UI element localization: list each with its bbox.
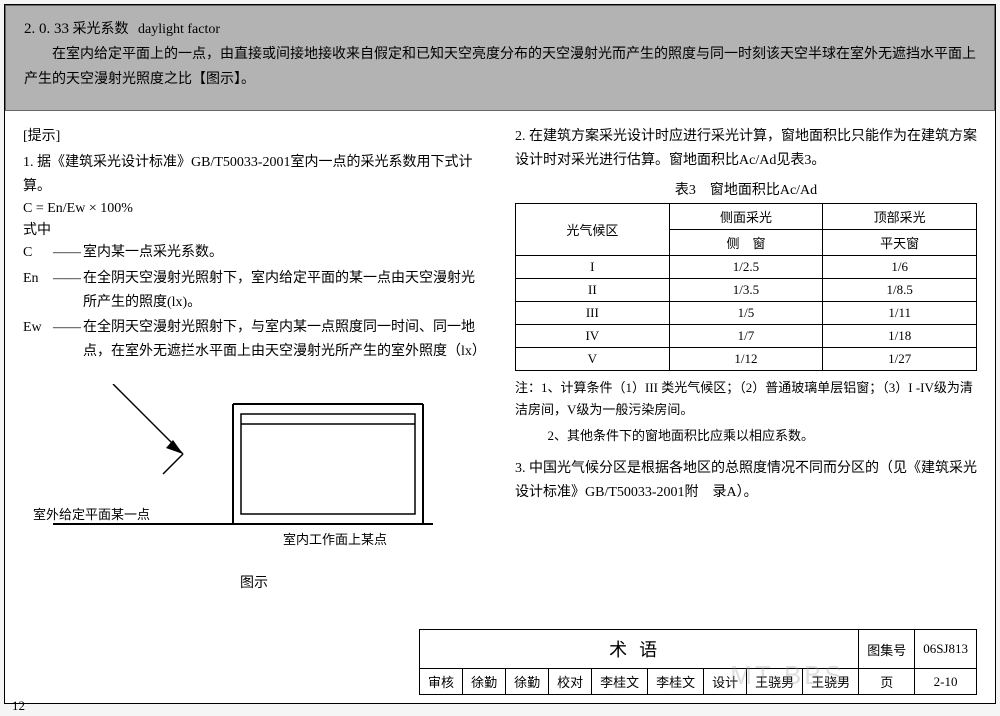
page-label: 页 — [859, 669, 915, 695]
review-sign: 徐勤 — [506, 669, 549, 695]
table-caption: 表3 窗地面积比Ac/Ad — [515, 179, 977, 199]
table-row: V1/121/27 — [516, 347, 977, 370]
table-row: III1/51/11 — [516, 301, 977, 324]
table-row: II1/3.51/8.5 — [516, 278, 977, 301]
title-chinese: 采光系数 — [73, 22, 129, 37]
definition-text: 在室内给定平面上的一点，由直接或间接地接收来自假定和已知天空亮度分布的天空漫射光… — [24, 42, 976, 92]
ratio-table: 光气候区 侧面采光 顶部采光 侧 窗 平天窗 I1/2.51/6 II1/3.5… — [515, 203, 977, 371]
design-sign: 王骁男 — [803, 669, 859, 695]
def-en: En —— 在全阴天空漫射光照射下，室内给定平面的某一点由天空漫射光所产生的照度… — [23, 267, 485, 315]
proof-sign: 李桂文 — [648, 669, 704, 695]
def-ew: Ew —— 在全阴天空漫射光照射下，与室内某一点照度同一时间、同一地点，在室外无… — [23, 316, 485, 364]
th-skylight: 平天窗 — [823, 229, 977, 255]
diagram-left-label: 室外给定平面某一点 — [33, 504, 150, 523]
def-c: C —— 室内某一点采光系数。 — [23, 241, 485, 265]
note-1: 注：1、计算条件（1）III 类光气候区；（2）普通玻璃单层铝窗；（3）I -I… — [515, 377, 977, 421]
th-top: 顶部采光 — [823, 203, 977, 229]
document-page: 2. 0. 33 采光系数 daylight factor 在室内给定平面上的一… — [4, 4, 996, 704]
paragraph-2: 2. 在建筑方案采光设计时应进行采光计算，窗地面积比只能作为在建筑方案设计时对采… — [515, 125, 977, 173]
table-row: I1/2.51/6 — [516, 255, 977, 278]
section-number: 2. 0. 33 — [24, 21, 69, 37]
right-column: 2. 在建筑方案采光设计时应进行采光计算，窗地面积比只能作为在建筑方案设计时对采… — [515, 125, 977, 592]
set-value: 06SJ813 — [915, 630, 977, 669]
header-definition-box: 2. 0. 33 采光系数 daylight factor 在室内给定平面上的一… — [5, 5, 995, 111]
proof-label: 校对 — [549, 669, 592, 695]
paragraph-1: 1. 据《建筑采光设计标准》GB/T50033-2001室内一点的采光系数用下式… — [23, 151, 485, 199]
formula: C = En/Ew × 100% — [23, 201, 485, 217]
section-heading: 2. 0. 33 采光系数 daylight factor — [24, 18, 976, 38]
title-block: 术语 图集号 06SJ813 审核 徐勤 徐勤 校对 李桂文 李桂文 设计 王骁… — [419, 629, 977, 695]
diagram: 室外给定平面某一点 室内工作面上某点 — [23, 384, 485, 564]
design-name: 王骁男 — [747, 669, 803, 695]
left-column: [提示] 1. 据《建筑采光设计标准》GB/T50033-2001室内一点的采光… — [23, 125, 485, 592]
table-row: IV1/71/18 — [516, 324, 977, 347]
design-label: 设计 — [704, 669, 747, 695]
diagram-caption: 图示 — [23, 572, 485, 592]
set-label: 图集号 — [859, 630, 915, 669]
review-name: 徐勤 — [463, 669, 506, 695]
hint-label: [提示] — [23, 125, 485, 145]
page-value: 2-10 — [915, 669, 977, 695]
diagram-right-label: 室内工作面上某点 — [283, 529, 387, 548]
th-side-window: 侧 窗 — [669, 229, 823, 255]
content-columns: [提示] 1. 据《建筑采光设计标准》GB/T50033-2001室内一点的采光… — [5, 111, 995, 592]
paragraph-3: 3. 中国光气候分区是根据各地区的总照度情况不同而分区的（见《建筑采光设计标准》… — [515, 457, 977, 505]
where-label: 式中 — [23, 219, 485, 239]
footer-title: 术语 — [420, 630, 859, 669]
th-zone: 光气候区 — [516, 203, 670, 255]
title-english: daylight factor — [138, 22, 220, 37]
review-label: 审核 — [420, 669, 463, 695]
note-2: 2、其他条件下的窗地面积比应乘以相应系数。 — [515, 425, 977, 447]
th-side: 侧面采光 — [669, 203, 823, 229]
proof-name: 李桂文 — [592, 669, 648, 695]
